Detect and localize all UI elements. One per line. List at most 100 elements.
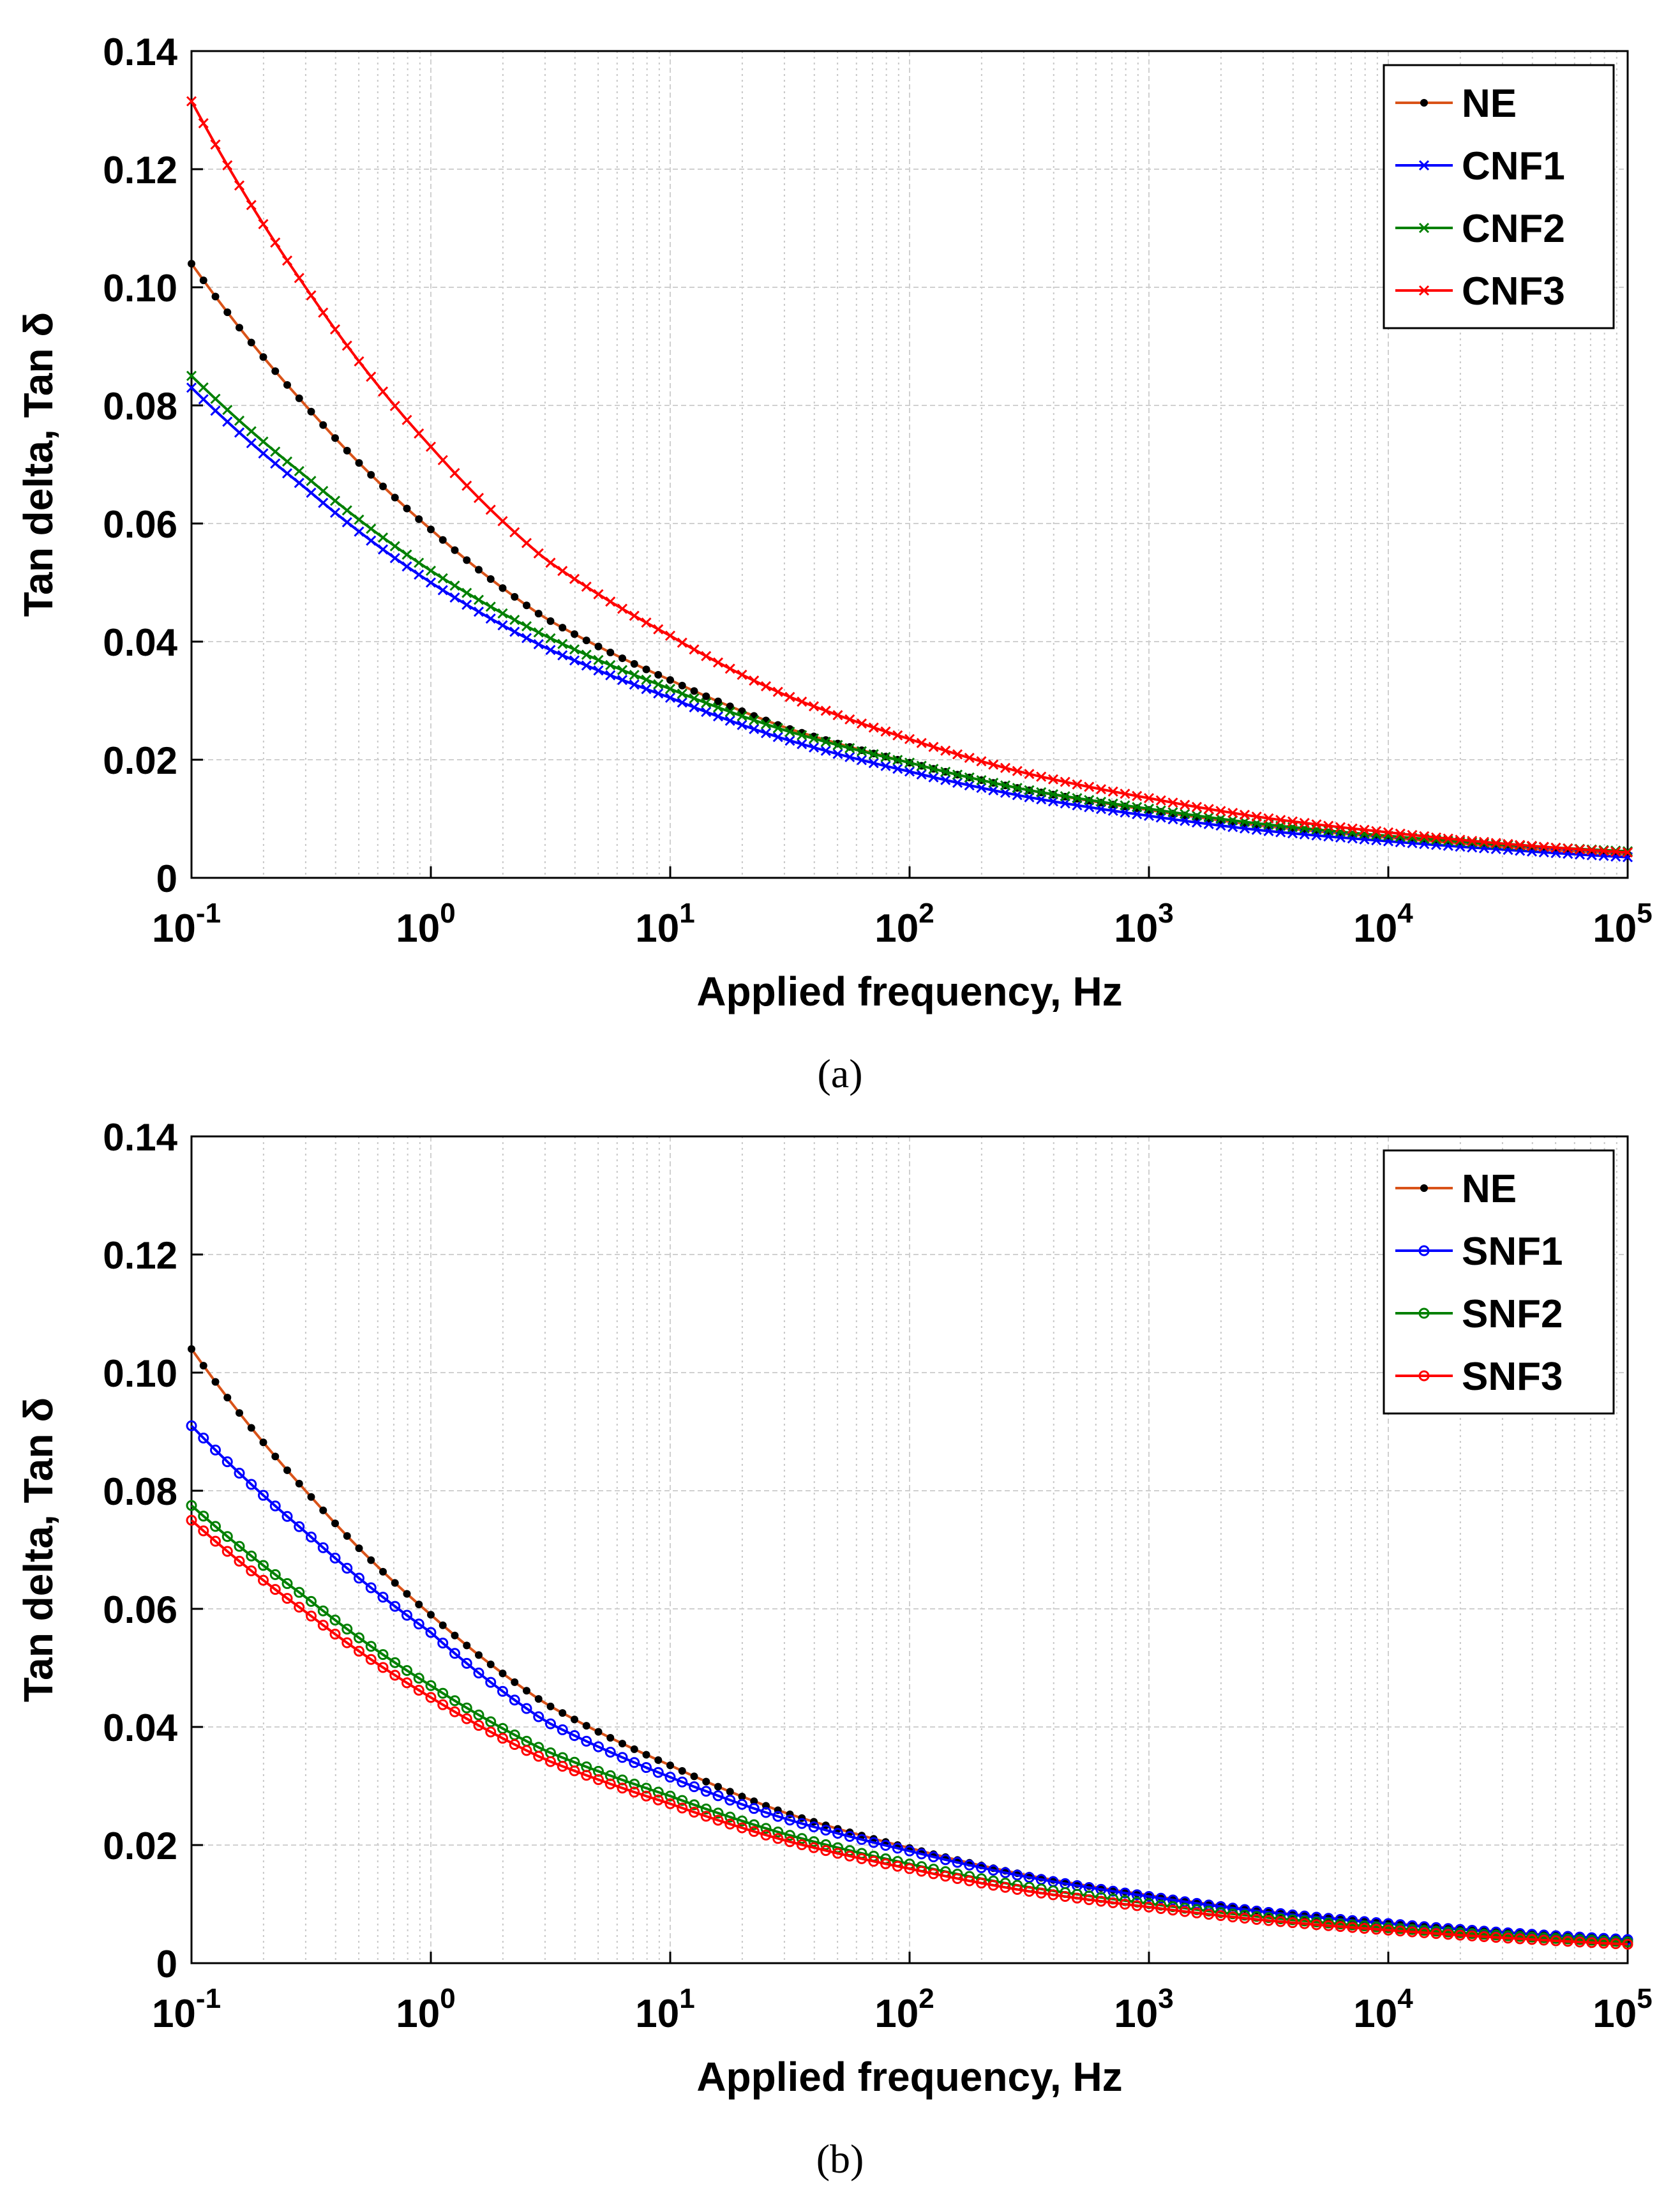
data-point bbox=[784, 735, 795, 746]
data-point bbox=[341, 505, 352, 516]
data-point bbox=[760, 1807, 772, 1818]
data-point bbox=[389, 541, 400, 552]
series-line bbox=[190, 375, 1628, 853]
data-point bbox=[341, 516, 352, 528]
x-tick-label: 103 bbox=[1114, 1983, 1173, 2036]
data-point bbox=[247, 1424, 255, 1432]
data-point bbox=[306, 1595, 317, 1607]
data-point bbox=[677, 688, 687, 699]
data-point bbox=[784, 691, 795, 702]
legend-marker bbox=[1420, 1184, 1428, 1192]
x-tick-label: 10-1 bbox=[152, 1983, 221, 2036]
data-point bbox=[1359, 1923, 1370, 1934]
data-point bbox=[473, 1709, 484, 1721]
data-point bbox=[306, 1610, 317, 1622]
data-point bbox=[784, 1814, 795, 1826]
data-point bbox=[641, 617, 652, 628]
data-point bbox=[702, 1777, 710, 1786]
data-point bbox=[1047, 789, 1059, 800]
data-point bbox=[652, 1786, 664, 1798]
legend-label: CNF3 bbox=[1462, 269, 1565, 313]
data-point bbox=[928, 772, 939, 783]
x-axis-title: Applied frequency, Hz bbox=[696, 2054, 1122, 2100]
data-point bbox=[425, 1692, 437, 1703]
data-point bbox=[689, 1807, 700, 1818]
data-point bbox=[1478, 836, 1490, 847]
data-point bbox=[1287, 816, 1298, 827]
legend-item: CNF2 bbox=[1395, 207, 1565, 251]
data-point bbox=[343, 1532, 351, 1540]
data-point bbox=[485, 1716, 497, 1728]
data-point bbox=[677, 637, 687, 648]
data-point bbox=[593, 654, 604, 665]
data-point bbox=[319, 1506, 327, 1514]
series-cnf3 bbox=[186, 96, 1633, 858]
data-point bbox=[509, 626, 520, 637]
data-point bbox=[1610, 847, 1621, 857]
data-point bbox=[486, 1661, 495, 1669]
data-point bbox=[210, 1535, 221, 1547]
data-point bbox=[952, 749, 963, 760]
legend-box bbox=[1383, 1149, 1615, 1415]
data-point bbox=[772, 1833, 784, 1844]
data-point bbox=[617, 665, 628, 675]
data-point bbox=[772, 1811, 784, 1822]
data-point bbox=[605, 596, 616, 607]
series-line bbox=[190, 1519, 1628, 1946]
data-point bbox=[1586, 845, 1597, 855]
data-point bbox=[198, 1525, 209, 1537]
y-tick-label: 0.06 bbox=[103, 503, 177, 546]
data-point bbox=[236, 324, 243, 332]
data-point bbox=[689, 1799, 700, 1811]
data-point bbox=[377, 1592, 389, 1603]
data-point bbox=[737, 1798, 747, 1810]
data-point bbox=[318, 307, 329, 318]
data-point bbox=[186, 370, 197, 381]
data-point bbox=[569, 644, 580, 655]
data-point bbox=[1407, 1926, 1418, 1938]
data-point bbox=[318, 486, 329, 497]
data-point bbox=[594, 1728, 603, 1736]
data-point bbox=[329, 1629, 341, 1640]
data-point bbox=[1503, 1933, 1513, 1944]
data-point bbox=[976, 1862, 987, 1873]
data-point bbox=[1430, 1928, 1442, 1940]
data-point bbox=[461, 1657, 472, 1669]
data-point bbox=[652, 1794, 664, 1805]
data-point bbox=[427, 1611, 435, 1619]
data-point bbox=[784, 1836, 795, 1848]
x-tick-label: 104 bbox=[1353, 898, 1413, 951]
data-point bbox=[1155, 1892, 1167, 1904]
legend-item: NE bbox=[1395, 1167, 1517, 1211]
data-point bbox=[271, 1452, 280, 1461]
data-point bbox=[557, 650, 568, 661]
data-point bbox=[521, 621, 532, 631]
data-point bbox=[425, 1627, 437, 1638]
data-point bbox=[1490, 1932, 1502, 1943]
legend-label: CNF2 bbox=[1462, 207, 1565, 251]
y-tick-label: 0.12 bbox=[103, 149, 177, 192]
data-point bbox=[449, 580, 460, 591]
data-point bbox=[331, 434, 339, 442]
data-point bbox=[880, 760, 891, 771]
data-point bbox=[210, 1521, 221, 1532]
data-point bbox=[1383, 1924, 1394, 1936]
data-point bbox=[1515, 840, 1526, 850]
data-point bbox=[1251, 811, 1262, 822]
data-point bbox=[832, 1848, 843, 1859]
data-point bbox=[594, 642, 603, 651]
data-point bbox=[367, 471, 375, 479]
data-point bbox=[1443, 833, 1453, 844]
data-point bbox=[463, 556, 471, 564]
data-point bbox=[1060, 791, 1070, 802]
data-point bbox=[832, 710, 843, 721]
data-point bbox=[630, 659, 638, 668]
data-point bbox=[198, 1511, 209, 1522]
data-point bbox=[355, 1544, 363, 1553]
data-point bbox=[199, 276, 207, 285]
data-point bbox=[523, 601, 530, 610]
data-point bbox=[820, 736, 831, 748]
data-point bbox=[473, 1720, 484, 1731]
data-point bbox=[1478, 1931, 1490, 1942]
series-snf3 bbox=[186, 1514, 1633, 1950]
